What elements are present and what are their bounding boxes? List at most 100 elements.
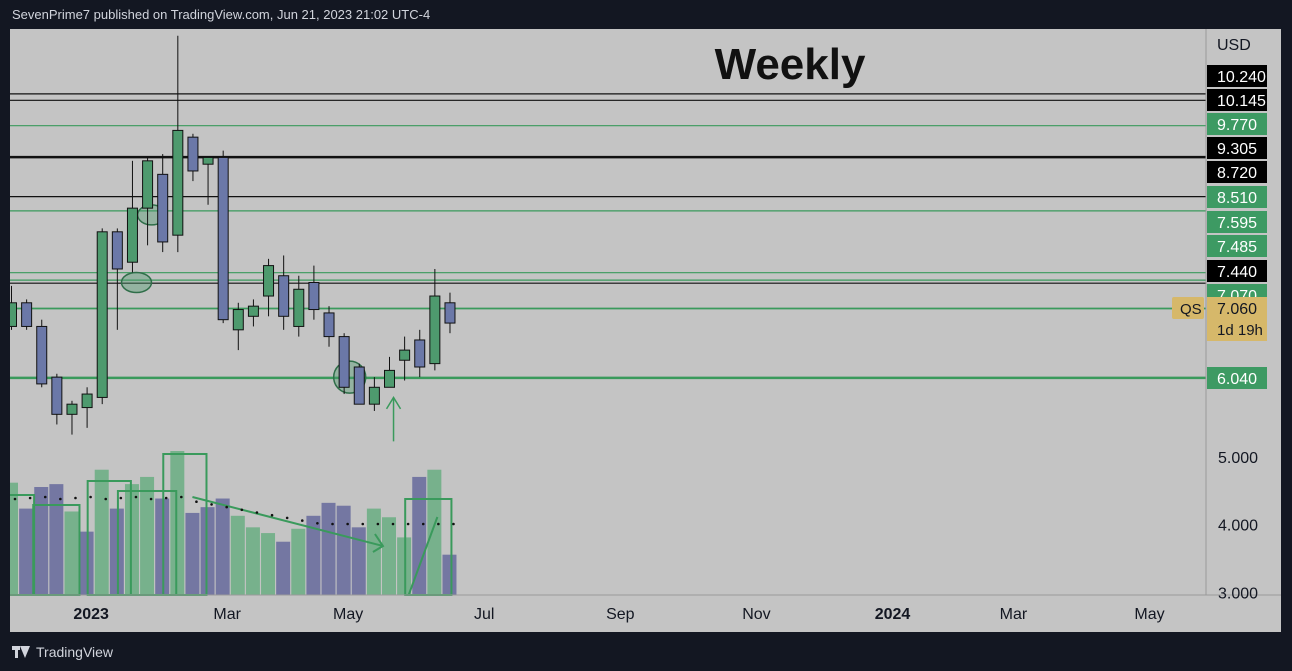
volume-bar: [382, 517, 396, 595]
volume-spike-arrow: [407, 516, 439, 596]
candle[interactable]: [21, 299, 33, 330]
candle[interactable]: [399, 336, 411, 381]
volume-bar: [200, 507, 215, 595]
symbol-tag-label: QS: [1180, 301, 1202, 318]
candle[interactable]: [217, 150, 229, 324]
volume-ma-dot: [346, 522, 349, 526]
candle[interactable]: [353, 363, 365, 405]
level-badge: 10.145: [1207, 89, 1267, 111]
volume-ma-dot: [240, 508, 244, 512]
volume-ma-dot: [119, 496, 123, 500]
candle-body: [429, 295, 441, 365]
highlight-circle: [120, 271, 153, 294]
volume-ma-dot: [300, 519, 304, 522]
candle[interactable]: [263, 258, 275, 317]
level-badge: 9.770: [1207, 113, 1267, 135]
last-price-bg: [1207, 297, 1267, 341]
level-badge: 9.305: [1207, 137, 1267, 159]
volume-ma-dot: [13, 497, 17, 501]
candle-body: [247, 305, 259, 317]
volume-bar: [321, 502, 336, 595]
candle[interactable]: [36, 319, 48, 388]
horizontal-levels: [10, 93, 1206, 380]
candles: [10, 35, 456, 435]
level-badge: 8.720: [1207, 161, 1267, 183]
candle[interactable]: [142, 157, 154, 246]
volume-ma-dot: [437, 522, 440, 526]
candle-body: [399, 349, 411, 361]
candle[interactable]: [278, 255, 290, 330]
candle-body: [202, 156, 214, 165]
volume-ma-dot: [406, 522, 410, 526]
candle[interactable]: [187, 133, 199, 182]
level-badge-label: 8.510: [1217, 190, 1257, 207]
candle[interactable]: [384, 356, 395, 388]
brand-label: TradingView: [36, 644, 114, 660]
candle[interactable]: [247, 299, 259, 327]
candle[interactable]: [111, 228, 123, 330]
candle[interactable]: [232, 302, 244, 351]
volume-ma-dot: [104, 497, 108, 501]
level-badge-bg: [1207, 113, 1267, 135]
candle-body: [126, 207, 138, 263]
candle-body: [111, 231, 123, 270]
candle[interactable]: [10, 285, 17, 330]
candle[interactable]: [338, 333, 350, 395]
candle-body: [384, 369, 395, 388]
candle[interactable]: [323, 306, 335, 347]
candle-body: [142, 160, 154, 209]
candle[interactable]: [293, 275, 305, 337]
volume-bar: [155, 498, 170, 595]
volume-ma-dot: [225, 505, 228, 509]
candle-body: [232, 309, 244, 331]
candlestick-chart[interactable]: Weekly 5.000 4.000 3.000 USD 10.240 10.145 9.7…: [10, 29, 1281, 632]
candle-body: [368, 386, 380, 405]
volume-bar: [442, 554, 457, 595]
level-badge-bg: [1207, 186, 1267, 208]
volume-ma-dot: [376, 522, 380, 526]
volume-ma-dot: [361, 522, 365, 526]
level-badge: 8.510: [1207, 186, 1267, 208]
level-badge-bg: [1207, 260, 1267, 282]
candle[interactable]: [126, 160, 138, 273]
level-badge-label: 8.720: [1217, 165, 1257, 182]
level-badge-label: 9.770: [1217, 117, 1257, 134]
candle[interactable]: [202, 156, 214, 205]
candle[interactable]: [429, 268, 441, 371]
candle[interactable]: [444, 292, 456, 334]
level-badge-label: 10.240: [1217, 69, 1266, 86]
candle[interactable]: [308, 265, 320, 320]
candle[interactable]: [368, 377, 380, 411]
price-tick-label: 4.000: [1218, 518, 1258, 535]
candle[interactable]: [51, 373, 63, 425]
time-tick-label: May: [333, 606, 363, 623]
candle-body: [10, 302, 17, 327]
volume-bar: [336, 505, 351, 595]
tradingview-brand: TradingView: [12, 644, 113, 660]
candle-body: [278, 275, 290, 317]
tradingview-logo-icon: [12, 646, 30, 658]
candle[interactable]: [66, 400, 78, 435]
volume-bar: [10, 482, 18, 595]
candle[interactable]: [81, 387, 93, 428]
candle[interactable]: [157, 154, 169, 253]
volume-bar: [49, 484, 64, 595]
candle[interactable]: [96, 228, 108, 405]
current-price-tag: QS 7.060 1d 19h: [1172, 297, 1267, 341]
candle-body: [66, 403, 78, 415]
chart-panel[interactable]: Weekly 5.000 4.000 3.000 USD 10.240 10.145 9.7…: [10, 29, 1281, 632]
candle-body: [172, 129, 184, 236]
volume-bar: [412, 476, 427, 595]
candle-body: [444, 302, 456, 324]
time-tick-label: Nov: [742, 606, 770, 623]
countdown-label: 1d 19h: [1217, 322, 1263, 339]
candle-body: [157, 173, 169, 243]
candle[interactable]: [172, 35, 184, 253]
volume-ma-dot: [180, 495, 183, 499]
volume-bar: [427, 469, 442, 595]
level-badge-bg: [1207, 211, 1267, 233]
volume-ma-dot: [391, 522, 395, 526]
level-badge-label: 7.595: [1217, 215, 1257, 232]
candle[interactable]: [414, 329, 426, 378]
candle-body: [36, 325, 48, 385]
